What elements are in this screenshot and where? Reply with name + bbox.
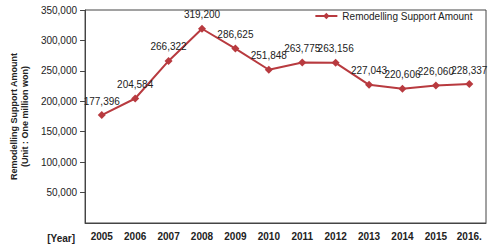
svg-text:2009: 2009 <box>224 231 247 242</box>
svg-text:300,000: 300,000 <box>41 35 78 46</box>
svg-text:226,060: 226,060 <box>418 66 455 77</box>
svg-text:Remodelling Support Amount: Remodelling Support Amount <box>342 11 472 22</box>
svg-text:2007: 2007 <box>157 231 180 242</box>
svg-text:2010: 2010 <box>258 231 281 242</box>
svg-text:2014: 2014 <box>391 231 414 242</box>
svg-text:263,156: 263,156 <box>318 43 355 54</box>
svg-text:177,396: 177,396 <box>84 96 121 107</box>
svg-text:228,337: 228,337 <box>451 65 488 76</box>
svg-text:250,000: 250,000 <box>41 65 78 76</box>
svg-text:204,584: 204,584 <box>117 79 154 90</box>
svg-text:2012: 2012 <box>325 231 348 242</box>
svg-text:2005: 2005 <box>91 231 114 242</box>
svg-text:2006: 2006 <box>124 231 147 242</box>
svg-text:2013: 2013 <box>358 231 381 242</box>
svg-text:251,848: 251,848 <box>251 50 288 61</box>
svg-text:100,000: 100,000 <box>41 157 78 168</box>
svg-text:Remodelling Support Amount: Remodelling Support Amount <box>9 53 19 180</box>
svg-text:2008: 2008 <box>191 231 214 242</box>
svg-text:50,000: 50,000 <box>46 187 77 198</box>
svg-text:150,000: 150,000 <box>41 126 78 137</box>
svg-text:319,200: 319,200 <box>184 9 221 20</box>
svg-text:2015: 2015 <box>425 231 448 242</box>
svg-text:[Year]: [Year] <box>47 233 75 244</box>
svg-text:200,000: 200,000 <box>41 96 78 107</box>
svg-text:2016.: 2016. <box>457 231 482 242</box>
svg-text:266,322: 266,322 <box>151 41 188 52</box>
svg-text:263,775: 263,775 <box>284 43 321 54</box>
svg-text:(Unit : One million won): (Unit : One million won) <box>20 66 30 167</box>
svg-text:2011: 2011 <box>291 231 313 242</box>
svg-text:227,043: 227,043 <box>351 65 388 76</box>
svg-text:350,000: 350,000 <box>41 5 78 16</box>
svg-text:220,606: 220,606 <box>384 69 421 80</box>
svg-text:286,625: 286,625 <box>217 29 254 40</box>
